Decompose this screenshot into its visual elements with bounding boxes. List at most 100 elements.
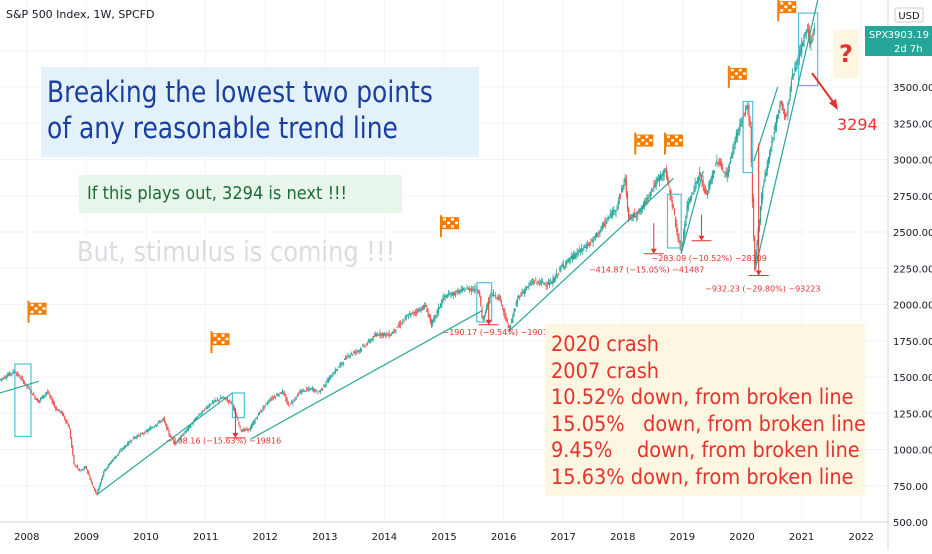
candle-body	[785, 114, 787, 117]
candle-body	[210, 403, 213, 405]
candle-body	[176, 441, 178, 443]
candle-body	[432, 320, 434, 325]
candle-body	[300, 390, 302, 393]
candle-body	[493, 295, 496, 297]
candle-body	[109, 462, 112, 464]
candle-body	[167, 427, 169, 431]
candle-body	[652, 189, 654, 190]
candle-body	[46, 391, 49, 393]
candle-body	[653, 185, 655, 190]
candle-body	[441, 300, 443, 305]
y-tick-label: 500.00	[893, 518, 928, 529]
candle-body	[20, 378, 22, 379]
x-tick-label: 2009	[74, 532, 99, 543]
candle-body	[43, 395, 45, 398]
candle-body	[782, 108, 784, 110]
candle-body	[509, 325, 512, 330]
candle-body	[75, 465, 77, 468]
target-arrow	[811, 72, 837, 107]
candle-body	[727, 169, 729, 176]
candle-body	[537, 281, 539, 283]
trendline	[753, 86, 779, 162]
candle-body	[287, 402, 289, 405]
candle-body	[669, 189, 671, 196]
x-axis[interactable]: 2008 2009 2010 2011 2012 2013 2014 2015 2016 2017…	[0, 521, 888, 543]
candle-body	[602, 222, 605, 227]
candle-body	[508, 326, 511, 331]
candle-body	[42, 395, 44, 399]
candle-body	[100, 479, 103, 483]
candle-body	[654, 183, 656, 186]
candle-body	[422, 305, 425, 308]
candle-body	[603, 224, 606, 227]
candle-body	[609, 213, 611, 217]
target-arrow-head	[829, 99, 838, 110]
candle-body	[405, 316, 407, 319]
candle-body	[418, 309, 420, 313]
candle-body	[573, 254, 575, 260]
candle-body	[607, 218, 609, 220]
candle-body	[17, 372, 19, 376]
trendlines-layer	[0, 0, 819, 495]
candle-body	[610, 215, 613, 217]
candle-body	[675, 216, 677, 226]
candle-body	[783, 108, 786, 118]
candle-body	[238, 422, 240, 425]
highlight-box	[231, 392, 245, 419]
y-tick-label: 2750.00	[893, 192, 932, 203]
candle-body	[270, 398, 272, 401]
currency-badge[interactable]	[894, 7, 924, 23]
flag-check	[788, 9, 792, 12]
flag-check	[450, 218, 454, 221]
flag-check	[734, 72, 738, 75]
candle-body	[383, 332, 386, 334]
candle-body	[398, 324, 401, 327]
candle-body	[546, 284, 548, 286]
candle-body	[468, 288, 470, 291]
candle-body	[406, 315, 409, 317]
flag-check	[34, 307, 38, 310]
candle-body	[512, 315, 514, 323]
candle-body	[256, 416, 258, 418]
candles-layer	[0, 22, 815, 496]
candle-body	[655, 180, 657, 187]
x-tick-label: 2022	[848, 532, 873, 543]
flag-check	[221, 334, 225, 337]
candle-body	[359, 348, 362, 351]
candle-body	[305, 388, 308, 390]
candle-body	[640, 209, 642, 213]
x-tick-label: 2011	[193, 532, 218, 543]
candle-body	[303, 389, 305, 391]
candle-body	[555, 273, 558, 276]
candle-body	[695, 181, 697, 184]
candle-body	[677, 233, 679, 239]
y-axis[interactable]: 500.00 750.00 1000.00 1250.00 1500.00 1750.00…	[887, 0, 932, 550]
candle-body	[726, 172, 728, 179]
candle-body	[741, 119, 743, 123]
candle-body	[500, 301, 503, 304]
candle-body	[95, 490, 97, 493]
candle-body	[349, 355, 351, 356]
candle-body	[358, 350, 360, 352]
candle-body	[531, 281, 533, 283]
candle-body	[740, 121, 742, 126]
candle-body	[772, 137, 774, 140]
candle-body	[765, 171, 767, 177]
candle-body	[58, 409, 60, 412]
candle-body	[113, 457, 115, 459]
highlight-box	[666, 193, 682, 249]
candle-body	[779, 104, 781, 108]
candle-body	[152, 427, 154, 428]
candle-body	[356, 350, 358, 352]
candle-body	[767, 157, 770, 163]
checkered-flag-icon	[634, 132, 654, 155]
candle-body	[66, 421, 68, 424]
candle-body	[487, 304, 489, 307]
flag-check	[679, 139, 683, 142]
candle-body	[435, 315, 437, 316]
highlight-boxes	[14, 12, 819, 438]
candle-body	[159, 422, 161, 423]
candle-body	[334, 369, 336, 374]
candle-body	[220, 397, 222, 399]
candle-body	[579, 250, 582, 251]
